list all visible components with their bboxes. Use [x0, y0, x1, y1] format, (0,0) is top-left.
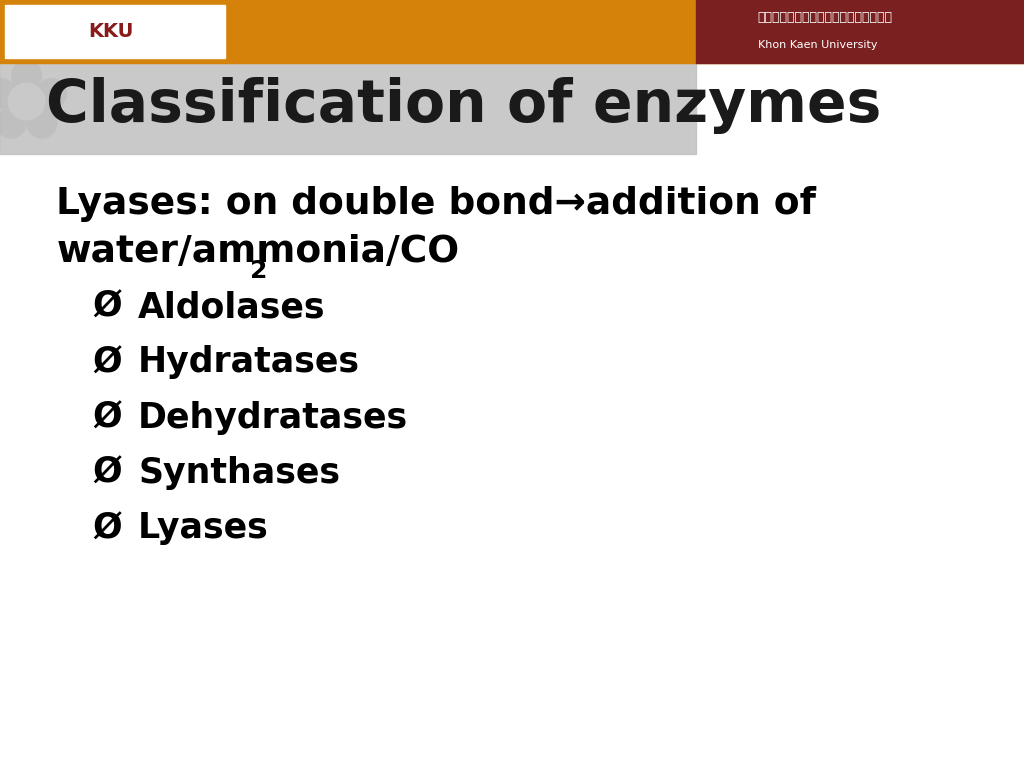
Bar: [5, 5, 225, 58]
Text: Aldolases: Aldolases: [138, 290, 326, 324]
Text: Lyases: Lyases: [138, 511, 269, 545]
Text: Ø: Ø: [92, 401, 122, 435]
Bar: [0, 0, 1024, 63]
Text: 2: 2: [250, 259, 267, 283]
Text: ✿: ✿: [0, 55, 72, 162]
Text: Ø: Ø: [92, 456, 122, 490]
Text: Synthases: Synthases: [138, 456, 340, 490]
Bar: [696, 0, 1024, 63]
Text: Ø: Ø: [92, 290, 122, 324]
Text: Khon Kaen University: Khon Kaen University: [758, 40, 878, 51]
Text: water/ammonia/CO: water/ammonia/CO: [56, 234, 460, 270]
Text: Ø: Ø: [92, 346, 122, 379]
Text: Classification of enzymes: Classification of enzymes: [46, 78, 882, 134]
Text: Lyases: on double bond→addition of: Lyases: on double bond→addition of: [56, 186, 816, 221]
Text: มหาวิทยาลัยขอนแก่น: มหาวิทยาลัยขอนแก่น: [758, 12, 893, 24]
Text: KKU: KKU: [88, 22, 133, 41]
Bar: [0, 63, 696, 154]
Text: Dehydratases: Dehydratases: [138, 401, 409, 435]
Text: Hydratases: Hydratases: [138, 346, 360, 379]
Text: Ø: Ø: [92, 511, 122, 545]
